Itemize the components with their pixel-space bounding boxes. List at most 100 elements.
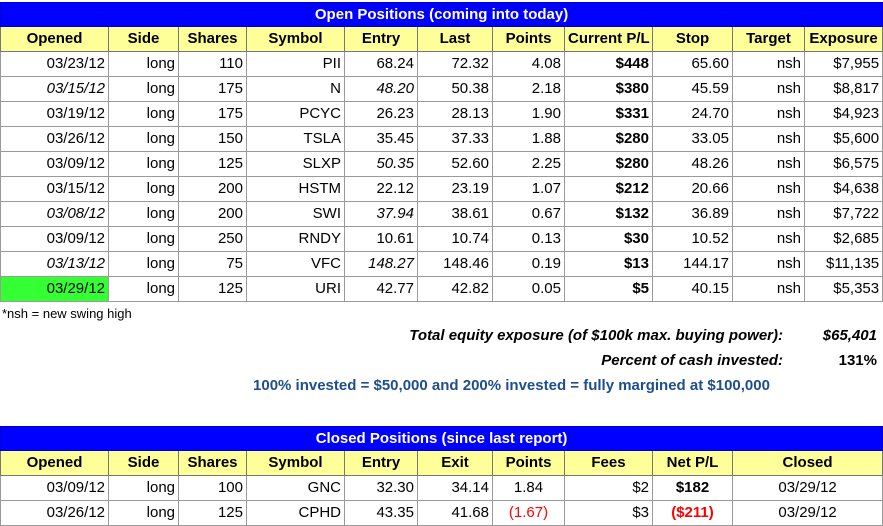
- side-cell: long: [108, 475, 179, 501]
- closed-positions-title-row: Closed Positions (since last report): [0, 426, 883, 451]
- side-cell: long: [108, 276, 179, 302]
- target-cell: nsh: [732, 201, 805, 227]
- points-cell: 0.19: [492, 251, 565, 277]
- stop-cell: 48.26: [652, 151, 733, 177]
- open-position-row: 03/08/12 long 200 SWI 37.94 38.61 0.67 $132 36.8…: [0, 201, 883, 227]
- side-cell: long: [108, 251, 179, 277]
- points-cell: 1.84: [492, 475, 565, 501]
- entry-cell: 148.27: [344, 251, 418, 277]
- points-cell: 1.88: [492, 126, 565, 152]
- stop-cell: 65.60: [652, 51, 733, 77]
- col-header-exposure: Exposure: [803, 26, 883, 52]
- side-cell: long: [108, 226, 179, 252]
- stop-cell: 45.59: [652, 76, 733, 102]
- exposure-cell: $4,923: [803, 101, 883, 127]
- closed-positions-table: Closed Positions (since last report) Ope…: [0, 426, 883, 526]
- shares-cell: 125: [178, 151, 247, 177]
- target-cell: nsh: [732, 51, 805, 77]
- points-cell: 0.13: [492, 226, 565, 252]
- current-pl-cell: $331: [564, 101, 653, 127]
- col-header-closed: Closed: [731, 450, 883, 476]
- col-header-last: Last: [417, 26, 493, 52]
- shares-cell: 100: [178, 475, 247, 501]
- opened-cell: 03/26/12: [0, 126, 109, 152]
- entry-cell: 37.94: [344, 201, 418, 227]
- opened-cell: 03/19/12: [0, 101, 109, 127]
- col-header-target: Target: [732, 26, 805, 52]
- col-header-symbol: Symbol: [246, 450, 345, 476]
- target-cell: nsh: [732, 251, 805, 277]
- exposure-cell: $7,955: [803, 51, 883, 77]
- exposure-cell: $4,638: [803, 176, 883, 202]
- col-header-side: Side: [108, 26, 179, 52]
- fees-cell: $2: [564, 475, 653, 501]
- symbol-cell: URI: [246, 276, 345, 302]
- last-cell: 23.19: [417, 176, 493, 202]
- side-cell: long: [108, 500, 179, 526]
- symbol-cell: SWI: [246, 201, 345, 227]
- closed-date-cell: 03/29/12: [731, 475, 883, 501]
- last-cell: 28.13: [417, 101, 493, 127]
- last-cell: 72.32: [417, 51, 493, 77]
- points-cell: 4.08: [492, 51, 565, 77]
- shares-cell: 200: [178, 176, 247, 202]
- open-position-row: 03/15/12 long 200 HSTM 22.12 23.19 1.07 $212 20.…: [0, 176, 883, 202]
- current-pl-cell: $380: [564, 76, 653, 102]
- open-positions-body: 03/23/12 long 110 PII 68.24 72.32 4.08 $448 65.6…: [0, 51, 883, 302]
- exposure-cell: $2,685: [803, 226, 883, 252]
- opened-cell: 03/09/12: [0, 226, 109, 252]
- points-cell: 0.67: [492, 201, 565, 227]
- side-cell: long: [108, 201, 179, 227]
- net-pl-cell: ($211): [652, 500, 733, 526]
- target-cell: nsh: [732, 76, 805, 102]
- open-position-row: 03/23/12 long 110 PII 68.24 72.32 4.08 $448 65.6…: [0, 51, 883, 77]
- stop-cell: 144.17: [652, 251, 733, 277]
- exposure-cell: $8,817: [803, 76, 883, 102]
- symbol-cell: GNC: [246, 475, 345, 501]
- total-exposure-label: Total equity exposure (of $100k max. buy…: [409, 327, 783, 344]
- current-pl-cell: $448: [564, 51, 653, 77]
- points-cell: (1.67): [492, 500, 565, 526]
- exposure-cell: $11,135: [803, 251, 883, 277]
- stop-cell: 20.66: [652, 176, 733, 202]
- current-pl-cell: $30: [564, 226, 653, 252]
- symbol-cell: PCYC: [246, 101, 345, 127]
- stop-cell: 24.70: [652, 101, 733, 127]
- last-cell: 50.38: [417, 76, 493, 102]
- open-position-row: 03/13/12 long 75 VFC 148.27 148.46 0.19 $13 144.…: [0, 251, 883, 277]
- open-positions-header-row: Opened Side Shares Symbol Entry Last Poi…: [0, 26, 883, 52]
- shares-cell: 110: [178, 51, 247, 77]
- fees-cell: $3: [564, 500, 653, 526]
- points-cell: 1.07: [492, 176, 565, 202]
- entry-cell: 26.23: [344, 101, 418, 127]
- col-header-points: Points: [492, 450, 565, 476]
- col-header-entry: Entry: [344, 450, 418, 476]
- stop-cell: 10.52: [652, 226, 733, 252]
- points-cell: 1.90: [492, 101, 565, 127]
- open-positions-table: Open Positions (coming into today) Opene…: [0, 2, 883, 302]
- symbol-cell: N: [246, 76, 345, 102]
- entry-cell: 68.24: [344, 51, 418, 77]
- shares-cell: 175: [178, 76, 247, 102]
- shares-cell: 175: [178, 101, 247, 127]
- opened-cell: 03/08/12: [0, 201, 109, 227]
- side-cell: long: [108, 176, 179, 202]
- target-cell: nsh: [732, 126, 805, 152]
- last-cell: 52.60: [417, 151, 493, 177]
- symbol-cell: VFC: [246, 251, 345, 277]
- col-header-stop: Stop: [652, 26, 733, 52]
- side-cell: long: [108, 151, 179, 177]
- col-header-side: Side: [108, 450, 179, 476]
- nsh-footnote: *nsh = new swing high: [2, 306, 132, 321]
- col-header-shares: Shares: [178, 26, 247, 52]
- opened-cell: 03/15/12: [0, 76, 109, 102]
- target-cell: nsh: [732, 176, 805, 202]
- current-pl-cell: $280: [564, 151, 653, 177]
- entry-cell: 10.61: [344, 226, 418, 252]
- side-cell: long: [108, 101, 179, 127]
- stop-cell: 40.15: [652, 276, 733, 302]
- col-header-opened: Opened: [0, 26, 109, 52]
- col-header-exit: Exit: [417, 450, 493, 476]
- shares-cell: 75: [178, 251, 247, 277]
- exposure-cell: $7,722: [803, 201, 883, 227]
